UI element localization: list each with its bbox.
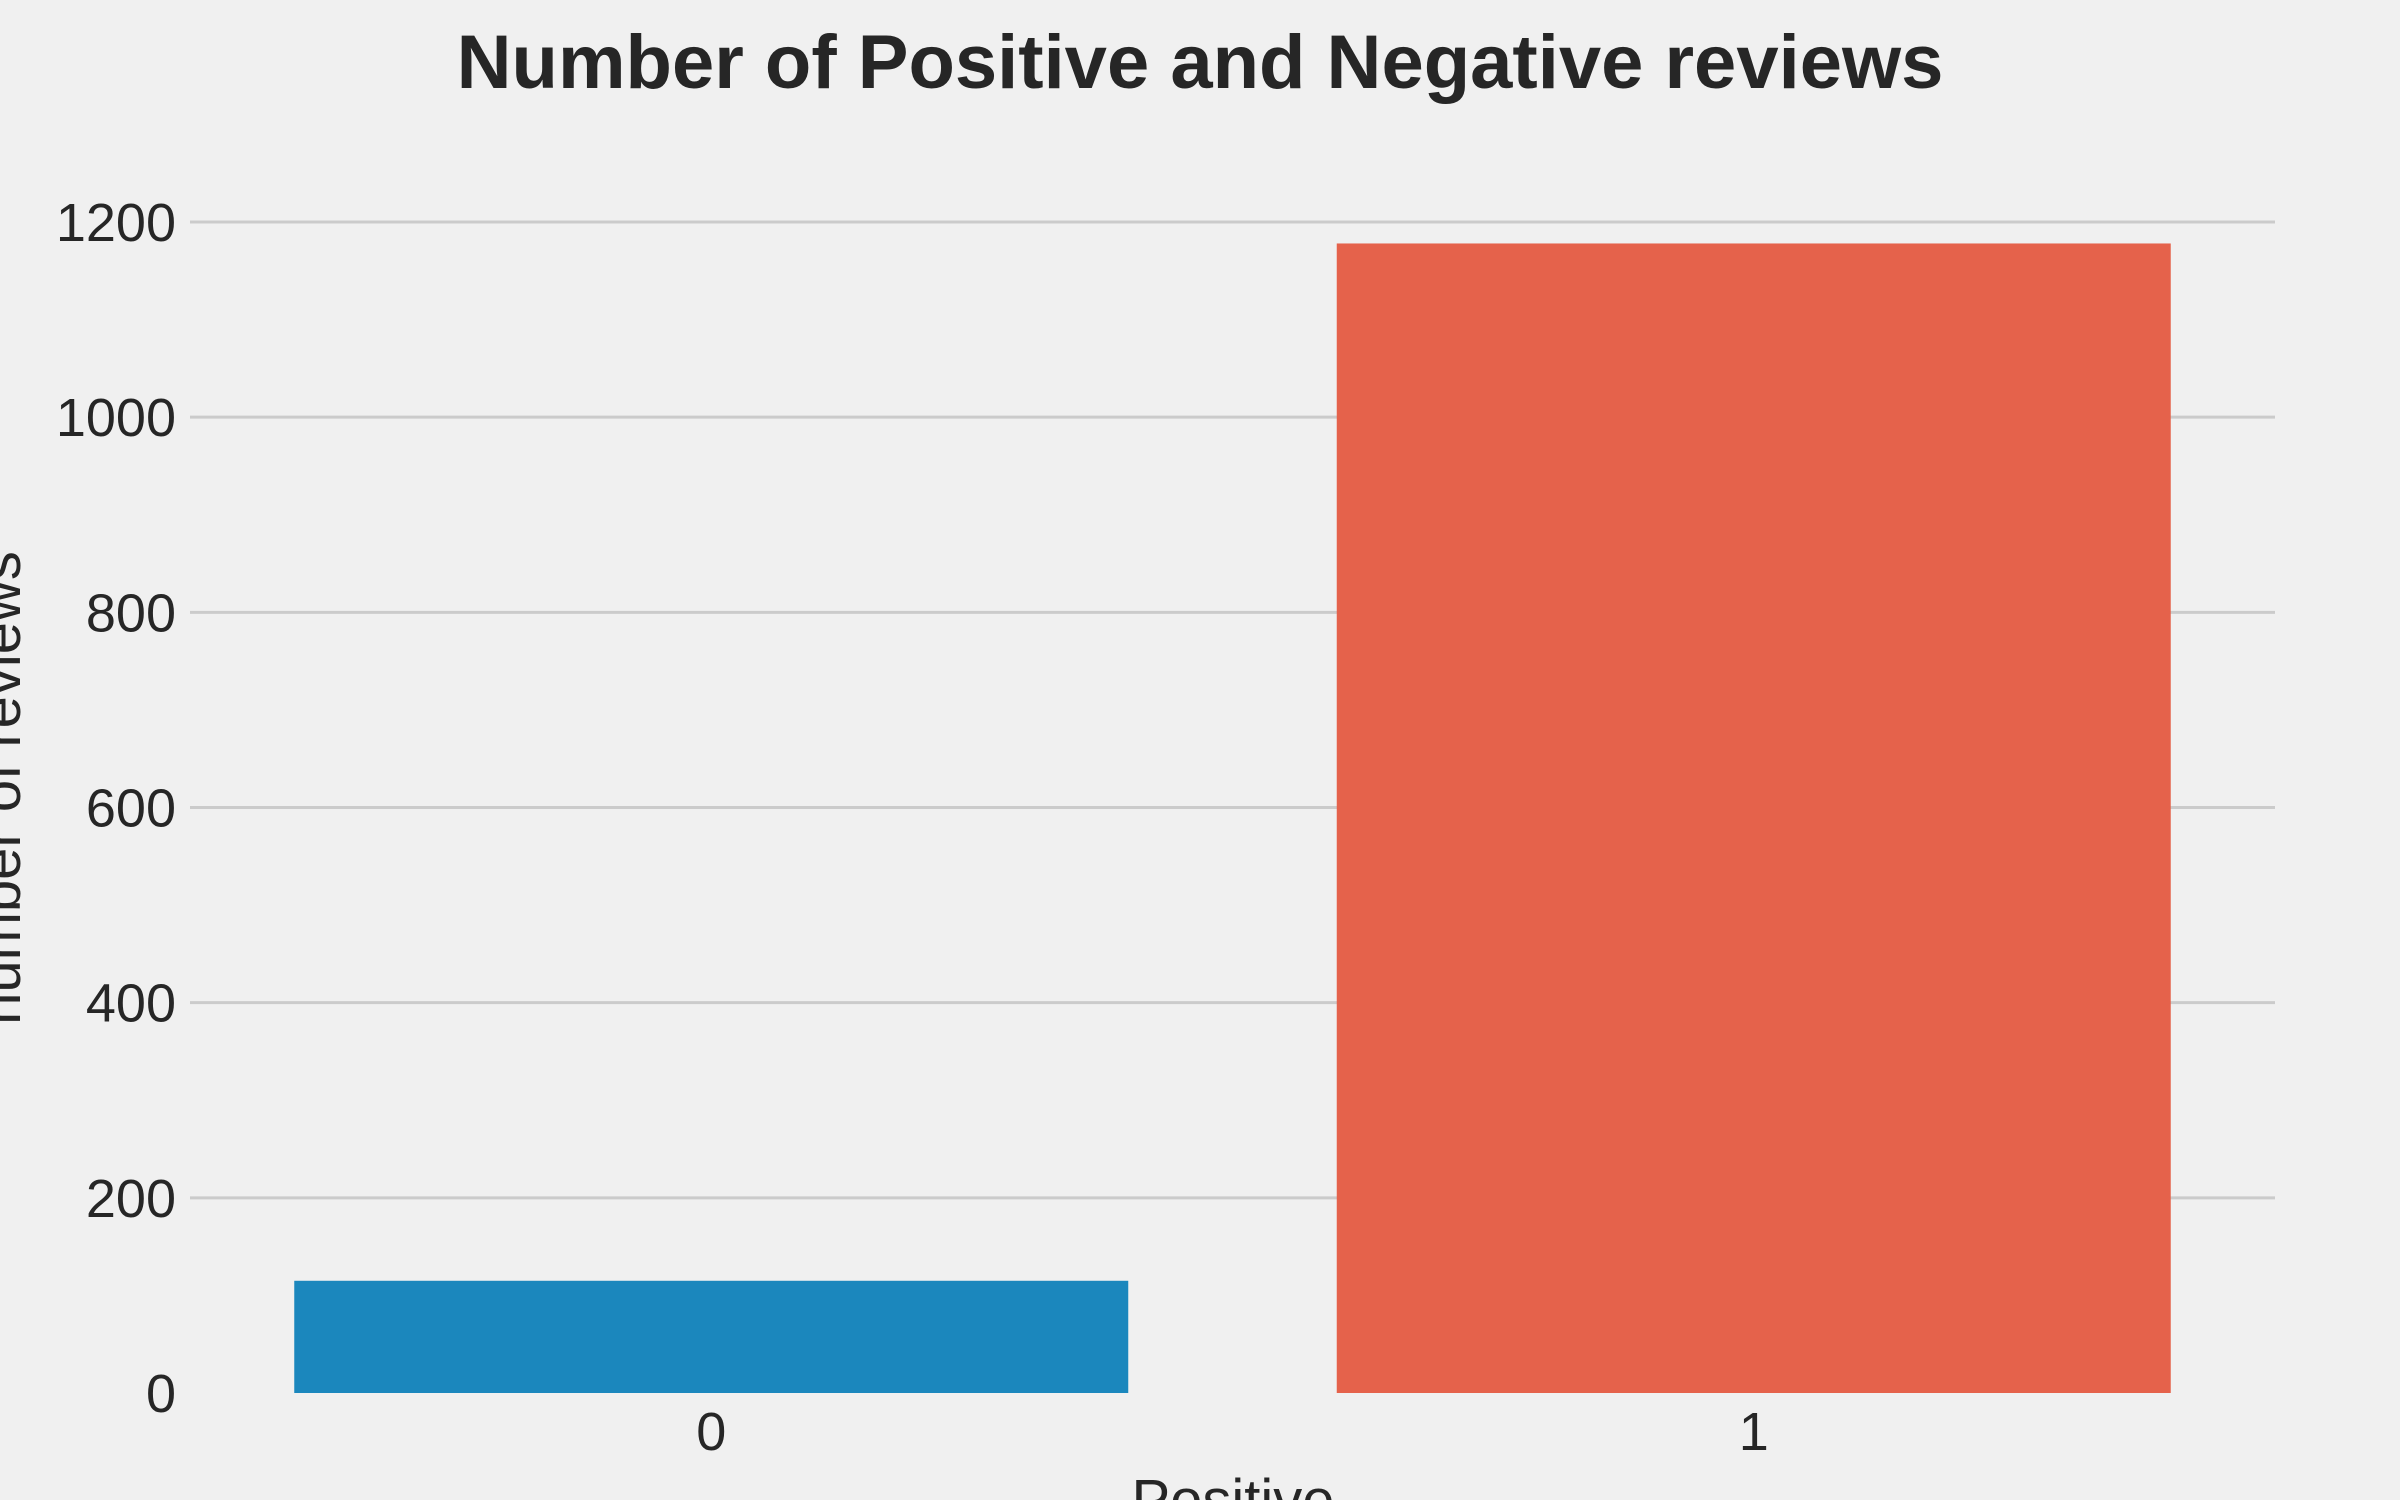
x-tick-label: 0 [696, 1402, 726, 1462]
chart-title: Number of Positive and Negative reviews [457, 20, 1944, 105]
bar-1 [1336, 243, 2171, 1393]
y-tick-labels: 0 200 400 600 800 1000 1200 [56, 193, 176, 1424]
y-tick-label: 0 [146, 1364, 176, 1424]
y-tick-label: 600 [86, 779, 176, 839]
y-tick-label: 400 [86, 974, 176, 1034]
x-axis-label: Positive [1131, 1468, 1334, 1500]
y-axis-label: number of reviews [0, 551, 33, 1025]
bars [294, 243, 2171, 1393]
grid-lines [190, 220, 2275, 1200]
y-tick-label: 800 [86, 583, 176, 643]
y-tick-label: 200 [86, 1169, 176, 1229]
x-tick-label: 1 [1739, 1402, 1769, 1462]
bar-0 [294, 1280, 1129, 1393]
y-tick-label: 1000 [56, 388, 176, 448]
y-tick-label: 1200 [56, 193, 176, 253]
